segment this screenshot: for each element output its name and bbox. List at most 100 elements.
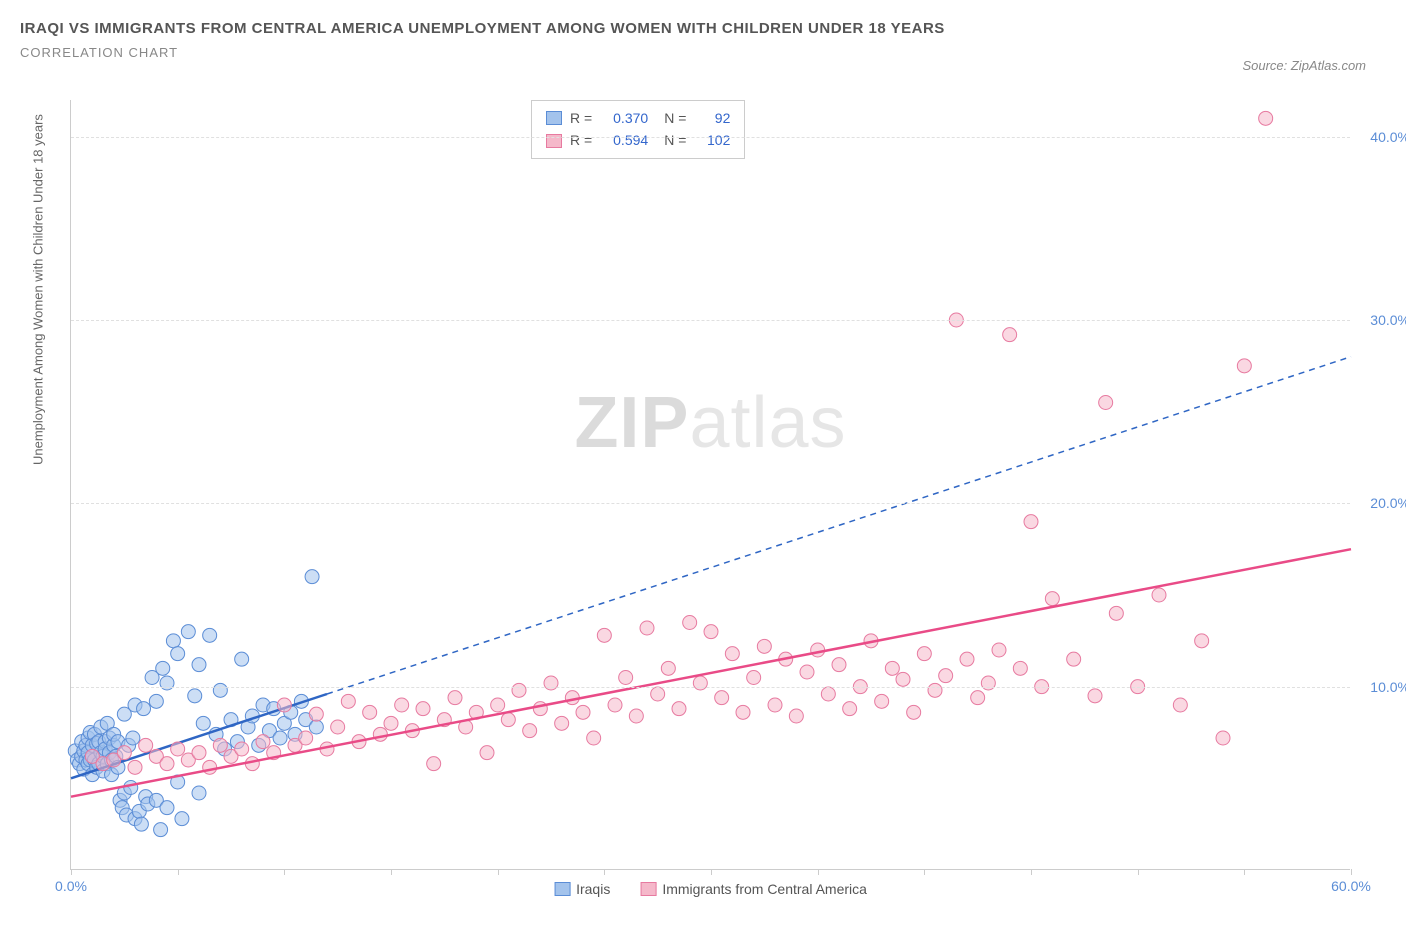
correlation-chart: IRAQI VS IMMIGRANTS FROM CENTRAL AMERICA… [20, 20, 1386, 910]
scatter-point-central-america [683, 616, 697, 630]
stat-row: R = 0.594 N = 102 [546, 129, 730, 151]
scatter-point-central-america [640, 621, 654, 635]
scatter-point-central-america [789, 709, 803, 723]
scatter-point-central-america [1259, 111, 1273, 125]
xtick [71, 869, 72, 875]
stat-N-value: 92 [694, 107, 730, 129]
scatter-point-central-america [235, 742, 249, 756]
trend-line-central-america [71, 549, 1351, 797]
correlation-stat-box: R =0.370N =92R =0.594N =102 [531, 100, 745, 159]
gridline-h [71, 687, 1350, 688]
scatter-point-central-america [917, 647, 931, 661]
scatter-point-central-america [1173, 698, 1187, 712]
stat-N-value: 102 [694, 129, 730, 151]
source-attribution: Source: ZipAtlas.com [1242, 58, 1366, 73]
xtick [1351, 869, 1352, 875]
xtick [178, 869, 179, 875]
scatter-point-iraqis [188, 689, 202, 703]
scatter-point-central-america [117, 746, 131, 760]
scatter-point-central-america [1024, 515, 1038, 529]
scatter-point-central-america [800, 665, 814, 679]
scatter-point-central-america [1099, 396, 1113, 410]
scatter-point-iraqis [126, 731, 140, 745]
scatter-point-central-america [651, 687, 665, 701]
stat-R-value: 0.594 [600, 129, 648, 151]
plot-svg [71, 100, 1350, 869]
scatter-point-central-america [992, 643, 1006, 657]
scatter-point-central-america [896, 672, 910, 686]
legend-swatch [546, 111, 562, 125]
scatter-point-iraqis [192, 786, 206, 800]
scatter-point-iraqis [181, 625, 195, 639]
legend-label: Iraqis [576, 881, 610, 897]
scatter-point-central-america [757, 639, 771, 653]
stat-row: R =0.370N =92 [546, 107, 730, 129]
scatter-point-iraqis [203, 628, 217, 642]
scatter-point-iraqis [309, 720, 323, 734]
scatter-point-central-america [1216, 731, 1230, 745]
xtick [924, 869, 925, 875]
scatter-point-central-america [299, 731, 313, 745]
scatter-point-central-america [373, 727, 387, 741]
scatter-point-central-america [384, 716, 398, 730]
legend-item: Iraqis [554, 881, 610, 897]
ytick-label: 30.0% [1370, 312, 1406, 328]
scatter-point-central-america [576, 705, 590, 719]
scatter-point-central-america [192, 746, 206, 760]
scatter-point-iraqis [305, 570, 319, 584]
stat-N-label: N = [664, 129, 686, 151]
scatter-point-central-america [597, 628, 611, 642]
scatter-point-central-america [1013, 661, 1027, 675]
scatter-point-central-america [1067, 652, 1081, 666]
xtick [1244, 869, 1245, 875]
stat-R-label: R = [570, 129, 592, 151]
scatter-point-iraqis [160, 801, 174, 815]
gridline-h [71, 320, 1350, 321]
scatter-point-central-america [139, 738, 153, 752]
scatter-point-iraqis [160, 676, 174, 690]
scatter-point-central-america [160, 757, 174, 771]
stat-N-label: N = [664, 107, 686, 129]
scatter-point-central-america [501, 713, 515, 727]
scatter-point-central-america [331, 720, 345, 734]
scatter-point-central-america [203, 760, 217, 774]
scatter-point-central-america [491, 698, 505, 712]
scatter-point-iraqis [196, 716, 210, 730]
scatter-point-central-america [811, 643, 825, 657]
scatter-point-central-america [523, 724, 537, 738]
chart-subtitle: CORRELATION CHART [20, 45, 1386, 60]
scatter-point-central-america [939, 669, 953, 683]
scatter-point-central-america [885, 661, 899, 675]
legend-swatch [554, 882, 570, 896]
legend-label: Immigrants from Central America [662, 881, 867, 897]
ytick-label: 10.0% [1370, 679, 1406, 695]
scatter-point-central-america [971, 691, 985, 705]
stat-R-label: R = [570, 107, 592, 129]
bottom-legend: Iraqis Immigrants from Central America [554, 881, 867, 897]
scatter-point-central-america [704, 625, 718, 639]
scatter-point-central-america [715, 691, 729, 705]
xtick [1138, 869, 1139, 875]
scatter-point-iraqis [137, 702, 151, 716]
scatter-point-central-america [341, 694, 355, 708]
scatter-point-iraqis [171, 647, 185, 661]
scatter-point-central-america [1003, 328, 1017, 342]
scatter-point-central-america [448, 691, 462, 705]
scatter-point-central-america [1195, 634, 1209, 648]
scatter-point-central-america [1152, 588, 1166, 602]
scatter-point-central-america [1237, 359, 1251, 373]
scatter-point-central-america [608, 698, 622, 712]
scatter-point-central-america [363, 705, 377, 719]
legend-swatch [640, 882, 656, 896]
scatter-point-central-america [832, 658, 846, 672]
xtick [284, 869, 285, 875]
scatter-point-central-america [213, 738, 227, 752]
scatter-point-central-america [171, 742, 185, 756]
ytick-label: 20.0% [1370, 495, 1406, 511]
xtick [391, 869, 392, 875]
xtick-label: 60.0% [1331, 878, 1371, 894]
scatter-point-central-america [1109, 606, 1123, 620]
scatter-point-central-america [768, 698, 782, 712]
scatter-point-central-america [480, 746, 494, 760]
scatter-point-central-america [256, 735, 270, 749]
